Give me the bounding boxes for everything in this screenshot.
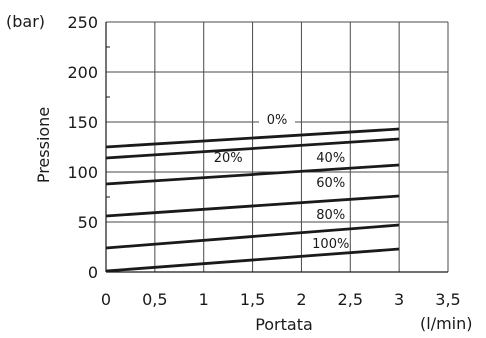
series-line-3 — [105, 163, 400, 186]
y-unit-label: (bar) — [6, 12, 45, 31]
x-tick-label-2: 1 — [199, 290, 209, 309]
x-axis-title: Portata — [255, 315, 313, 334]
series-label-0: 0% — [267, 113, 288, 128]
series-line-5 — [105, 223, 400, 250]
series-label-2: 40% — [316, 151, 345, 166]
tick-labels: 0 0,5 1 1,5 2 2,5 3 3,5 0 50 100 150 200 250 — [67, 13, 460, 309]
x-tick-label-0: 0 — [101, 290, 111, 309]
series-line-4 — [105, 194, 400, 218]
y-tick-label-3: 150 — [67, 113, 98, 132]
x-tick-label-6: 3 — [394, 290, 404, 309]
series-lines — [105, 127, 400, 273]
series-line-6 — [105, 247, 400, 273]
series-line-1 — [105, 137, 400, 160]
series-label-1: 20% — [214, 151, 243, 166]
x-tick-label-5: 2,5 — [338, 290, 363, 309]
x-unit-label: (l/min) — [420, 314, 473, 333]
x-tick-label-1: 0,5 — [142, 290, 167, 309]
series-label-3: 60% — [316, 176, 345, 191]
series-label-bg-0 — [259, 112, 295, 127]
y-tick-label-2: 100 — [67, 163, 98, 182]
x-tick-label-7: 3,5 — [435, 290, 460, 309]
series-label-bg-5 — [312, 236, 349, 251]
series-line-0 — [105, 127, 400, 149]
y-tick-label-4: 200 — [67, 63, 98, 82]
x-tick-label-4: 2 — [296, 290, 306, 309]
series-label-4: 80% — [316, 208, 345, 223]
y-axis-title: Pressione — [34, 107, 53, 183]
y-tick-label-1: 50 — [78, 213, 98, 232]
series-label-5: 100% — [312, 237, 349, 252]
y-tick-label-5: 250 — [67, 13, 98, 32]
series-labels: 0% 20% 40% 60% 80% 100% — [214, 112, 349, 252]
x-tick-label-3: 1,5 — [240, 290, 265, 309]
y-tick-label-0: 0 — [88, 263, 98, 282]
